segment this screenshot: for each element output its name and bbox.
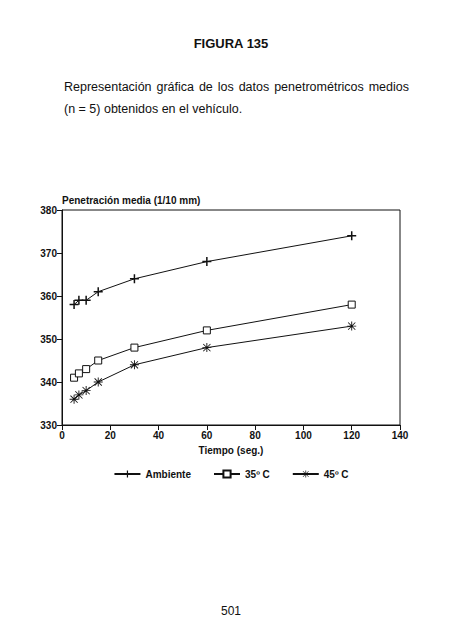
svg-text:40: 40 <box>153 430 165 441</box>
html-text:501: 501 <box>221 604 241 618</box>
svg-text:0: 0 <box>59 430 65 441</box>
svg-text:330: 330 <box>40 420 57 431</box>
svg-text:380: 380 <box>40 205 57 216</box>
svg-text:120: 120 <box>343 430 360 441</box>
svg-text:35º C: 35º C <box>245 469 270 480</box>
svg-text:340: 340 <box>40 377 57 388</box>
svg-text:80: 80 <box>250 430 262 441</box>
svg-text:360: 360 <box>40 291 57 302</box>
svg-text:Penetración media (1/10 mm): Penetración media (1/10 mm) <box>62 195 200 206</box>
svg-text:350: 350 <box>40 334 57 345</box>
svg-text:60: 60 <box>201 430 213 441</box>
svg-text:370: 370 <box>40 248 57 259</box>
svg-text:140: 140 <box>392 430 409 441</box>
svg-text:45º C: 45º C <box>324 469 349 480</box>
html-text:Representación gráfica de los: Representación gráfica de los datos pene… <box>64 80 409 116</box>
html-text:FIGURA 135: FIGURA 135 <box>193 36 269 51</box>
svg-text:Tiempo (seg.): Tiempo (seg.) <box>199 445 264 456</box>
svg-text:Ambiente: Ambiente <box>145 469 191 480</box>
svg-text:20: 20 <box>105 430 117 441</box>
svg-text:100: 100 <box>295 430 312 441</box>
